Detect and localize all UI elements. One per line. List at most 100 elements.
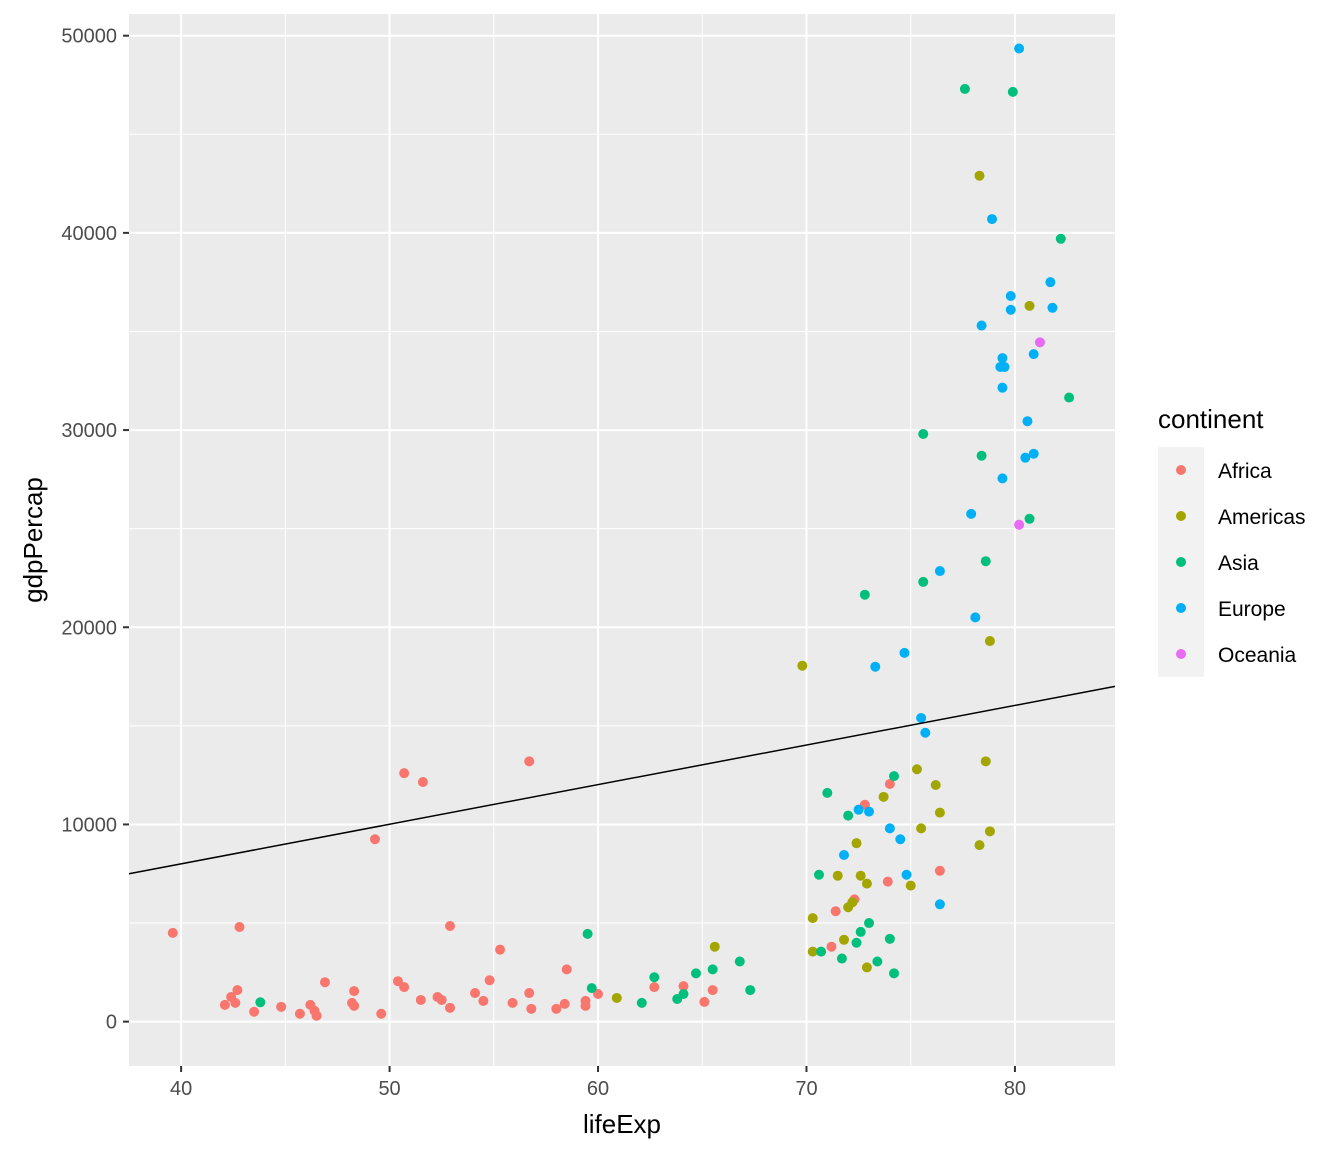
data-point-africa: [561, 964, 572, 975]
data-point-africa: [884, 779, 895, 790]
legend-title: continent: [1158, 404, 1264, 434]
data-point-americas: [980, 756, 991, 767]
data-point-africa: [249, 1006, 260, 1017]
data-point-americas: [905, 880, 916, 891]
data-point-europe: [895, 834, 906, 845]
trend-line: [128, 685, 1116, 875]
y-tick-label: 50000: [61, 26, 117, 48]
data-point-oceania: [1014, 519, 1025, 530]
legend-key-americas: [1176, 511, 1186, 521]
data-point-asia: [1024, 513, 1035, 524]
y-tick-label: 30000: [61, 420, 117, 442]
data-point-asia: [816, 946, 827, 957]
data-point-americas: [916, 823, 927, 834]
data-point-africa: [484, 975, 495, 986]
data-point-africa: [699, 996, 710, 1007]
data-point-europe: [976, 320, 987, 331]
data-point-africa: [678, 981, 689, 992]
data-point-americas: [861, 878, 872, 889]
data-point-americas: [1024, 300, 1035, 311]
y-tick-label: 0: [106, 1012, 117, 1034]
data-point-asia: [1055, 233, 1066, 244]
data-point-africa: [826, 941, 837, 952]
data-point-asia: [1007, 86, 1018, 97]
data-point-africa: [349, 1000, 360, 1011]
y-tick-label: 20000: [61, 617, 117, 639]
x-tick-label: 60: [587, 1078, 609, 1100]
data-point-europe: [934, 899, 945, 910]
data-point-africa: [230, 997, 241, 1008]
data-point-europe: [987, 214, 998, 225]
data-point-africa: [349, 986, 360, 997]
data-point-europe: [1028, 349, 1039, 360]
data-point-asia: [859, 589, 870, 600]
data-point-americas: [709, 941, 720, 952]
data-point-asia: [691, 968, 702, 979]
data-point-africa: [311, 1010, 322, 1021]
data-point-asia: [707, 964, 718, 975]
legend-key-asia: [1176, 557, 1186, 567]
major-gridlines: [129, 14, 1115, 1066]
minor-gridlines: [129, 14, 1115, 1066]
data-point-africa: [392, 976, 403, 987]
data-point-asia: [582, 928, 593, 939]
legend-key-africa: [1176, 465, 1186, 475]
data-point-africa: [167, 927, 178, 938]
data-point-asia: [843, 810, 854, 821]
legend-label-asia: Asia: [1218, 552, 1259, 575]
data-point-africa: [551, 1003, 562, 1014]
y-tick-label: 10000: [61, 814, 117, 836]
axes: 40 50 60 70 80 0 10000 20000 30000 40000 50000: [61, 26, 1026, 1100]
data-point-americas: [911, 764, 922, 775]
data-point-europe: [934, 566, 945, 577]
data-point-africa: [369, 834, 380, 845]
legend-key-oceania: [1176, 649, 1186, 659]
data-point-europe: [864, 806, 875, 817]
data-point-americas: [934, 807, 945, 818]
legend-label-europe: Europe: [1218, 598, 1286, 621]
data-point-africa: [445, 1002, 456, 1013]
data-point-asia: [889, 968, 900, 979]
legend-items: Africa Americas Asia Europe Oceania: [1176, 460, 1306, 667]
data-point-africa: [276, 1001, 287, 1012]
data-point-asia: [836, 953, 847, 964]
data-point-africa: [507, 997, 518, 1008]
x-tick-label: 40: [170, 1078, 192, 1100]
data-point-europe: [1020, 452, 1031, 463]
x-tick-label: 50: [378, 1078, 400, 1100]
data-point-asia: [889, 771, 900, 782]
data-point-africa: [649, 982, 660, 993]
data-point-africa: [417, 777, 428, 788]
data-point-europe: [1005, 290, 1016, 301]
points-layer: [167, 43, 1075, 1021]
data-point-africa: [524, 988, 535, 999]
data-point-europe: [966, 508, 977, 519]
data-point-americas: [984, 636, 995, 647]
data-point-europe: [901, 869, 912, 880]
data-point-americas: [847, 897, 858, 908]
data-point-oceania: [1034, 337, 1045, 348]
data-point-africa: [593, 989, 604, 1000]
data-point-africa: [415, 994, 426, 1005]
data-point-africa: [436, 994, 447, 1005]
data-point-asia: [980, 556, 991, 567]
data-point-asia: [636, 997, 647, 1008]
data-point-africa: [559, 998, 570, 1009]
plot-panel: [129, 14, 1115, 1066]
data-point-africa: [882, 876, 893, 887]
data-point-americas: [839, 934, 850, 945]
legend: continent Africa Americas Asia Europe Oceani…: [1158, 404, 1306, 677]
data-point-europe: [970, 612, 981, 623]
data-point-europe: [1047, 302, 1058, 313]
x-tick-label: 70: [795, 1078, 817, 1100]
data-point-africa: [580, 995, 591, 1006]
data-point-americas: [974, 170, 985, 181]
trend-line-layer: [128, 685, 1116, 875]
data-point-asia: [822, 787, 833, 798]
data-point-europe: [997, 353, 1008, 364]
data-point-africa: [376, 1008, 387, 1019]
data-point-europe: [1022, 416, 1033, 427]
data-point-africa: [495, 944, 506, 955]
y-axis-label: gdpPercap: [18, 477, 48, 603]
